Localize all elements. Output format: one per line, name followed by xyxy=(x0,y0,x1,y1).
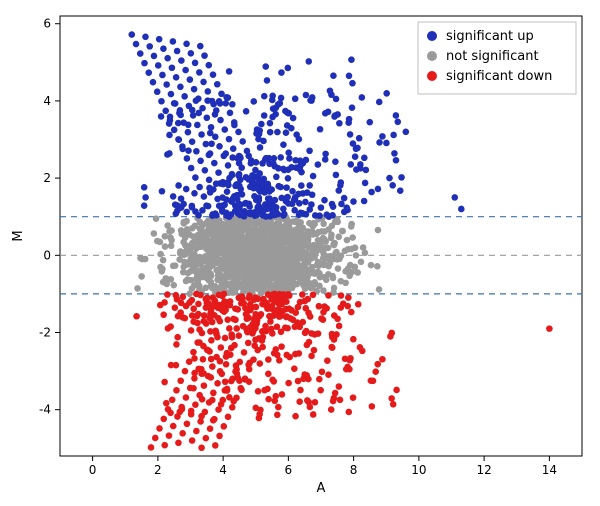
legend-marker xyxy=(427,71,437,81)
x-tick-label: 2 xyxy=(154,463,162,477)
legend-label: significant up xyxy=(446,29,534,44)
legend-marker xyxy=(427,31,437,41)
x-axis-label: A xyxy=(317,481,326,496)
legend-marker xyxy=(427,51,437,61)
plot-svg: 0 2 4 6 8 10 12 14 -4 -2 0 2 4 6 A Msignificant up not s… xyxy=(0,0,600,506)
y-tick-label: 2 xyxy=(43,171,51,185)
x-tick-label: 12 xyxy=(476,463,491,477)
x-tick-label: 4 xyxy=(219,463,227,477)
x-tick-label: 0 xyxy=(89,463,97,477)
y-axis-label: M xyxy=(11,230,26,241)
ma-scatter-plot: 0 2 4 6 8 10 12 14 -4 -2 0 2 4 6 A Msignificant up not s… xyxy=(0,0,600,506)
legend-label: not significant xyxy=(446,49,539,64)
y-tick-label: -4 xyxy=(39,403,51,417)
y-tick-label: 4 xyxy=(43,94,51,108)
x-tick-label: 6 xyxy=(285,463,293,477)
x-tick-label: 8 xyxy=(350,463,358,477)
y-tick-label: -2 xyxy=(39,325,51,339)
y-tick-label: 6 xyxy=(43,17,51,31)
y-tick-label: 0 xyxy=(43,248,51,262)
legend: significant up not significant significant… xyxy=(418,22,576,94)
x-tick-label: 14 xyxy=(542,463,557,477)
x-tick-label: 10 xyxy=(411,463,426,477)
legend-label: significant down xyxy=(446,69,552,84)
